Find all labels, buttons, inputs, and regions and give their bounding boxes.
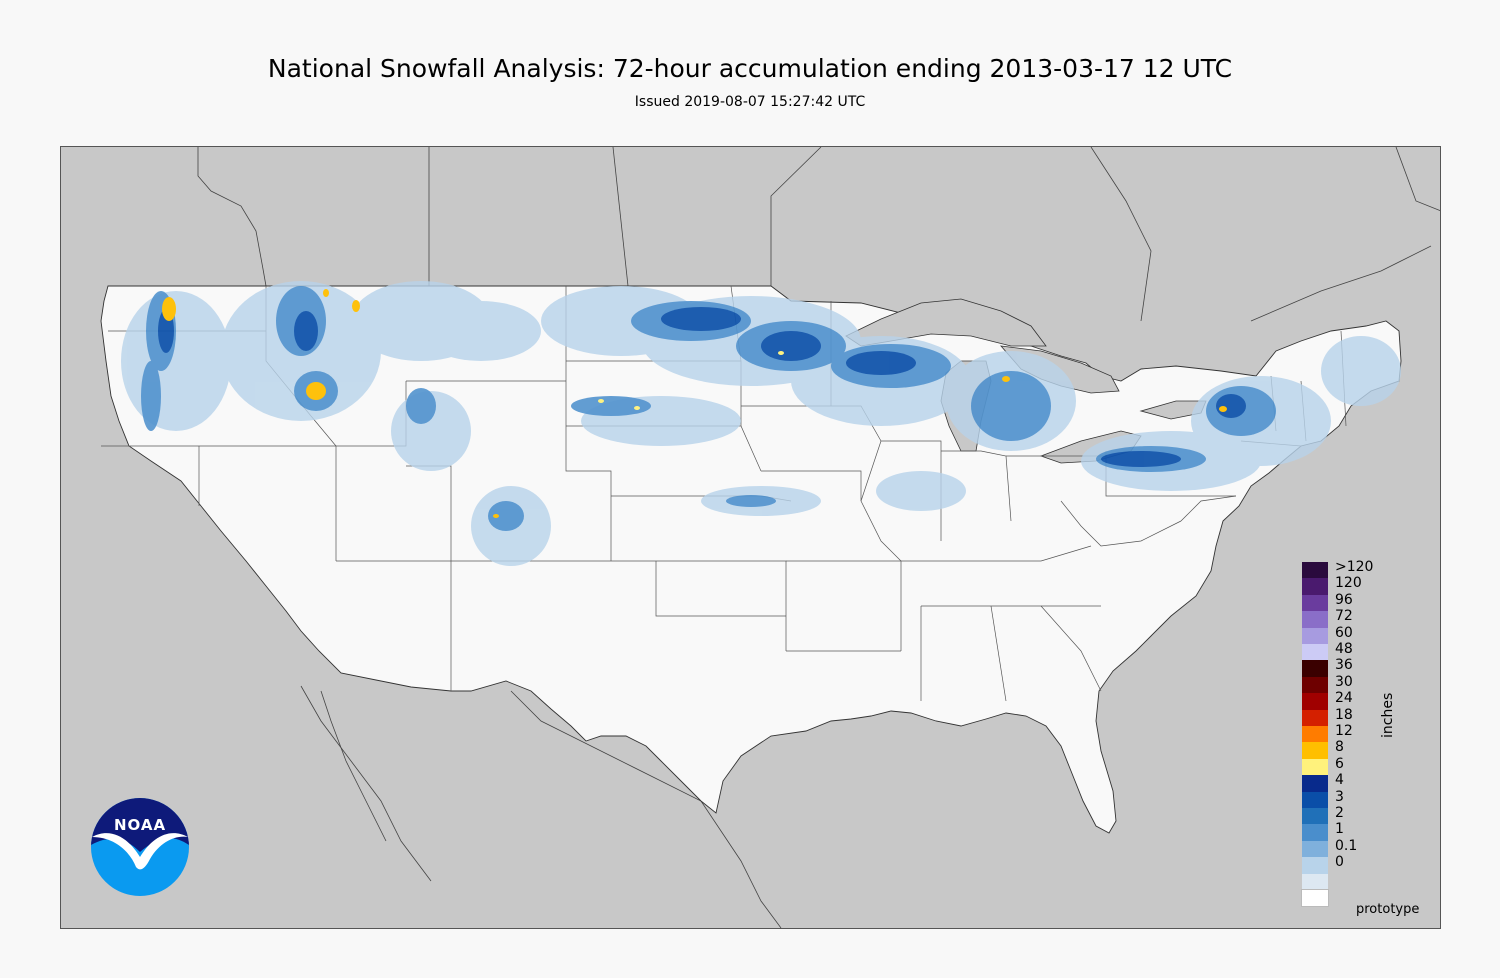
legend-label: 24 bbox=[1335, 690, 1353, 707]
legend-label: 60 bbox=[1335, 624, 1353, 641]
legend-label: 36 bbox=[1335, 657, 1353, 674]
legend-label: 96 bbox=[1335, 591, 1353, 608]
legend-label: 12 bbox=[1335, 723, 1353, 739]
legend-swatch bbox=[1302, 857, 1328, 874]
legend-swatch bbox=[1302, 726, 1328, 743]
legend-swatch bbox=[1302, 562, 1328, 579]
legend-label: 30 bbox=[1335, 673, 1353, 690]
legend-label: 48 bbox=[1335, 641, 1353, 657]
snowfall-map bbox=[100, 147, 1440, 928]
legend-swatch bbox=[1302, 693, 1328, 710]
snowfall-shading bbox=[121, 281, 1401, 566]
map-frame bbox=[60, 146, 1441, 929]
legend-swatch bbox=[1302, 578, 1328, 595]
legend-label: 2 bbox=[1335, 805, 1344, 821]
legend-swatch bbox=[1302, 644, 1328, 661]
legend-swatch bbox=[1302, 808, 1328, 825]
legend-swatch bbox=[1302, 676, 1328, 694]
legend-label: 18 bbox=[1335, 706, 1353, 723]
legend-swatch bbox=[1302, 824, 1328, 841]
map-subtitle: Issued 2019-08-07 15:27:42 UTC bbox=[634, 94, 866, 110]
legend-swatch bbox=[1301, 888, 1329, 908]
noaa-logo-text: NOAA bbox=[114, 816, 166, 834]
legend-label: 1 bbox=[1335, 821, 1344, 838]
neighbor-borders bbox=[197, 147, 1440, 928]
legend-label: 3 bbox=[1335, 788, 1344, 805]
legend-swatch bbox=[1302, 791, 1328, 808]
legend-swatch bbox=[1302, 660, 1328, 677]
noaa-logo: NOAA bbox=[91, 798, 189, 896]
legend-swatch bbox=[1302, 594, 1328, 612]
legend-swatch bbox=[1302, 758, 1328, 776]
legend-swatch bbox=[1302, 709, 1328, 726]
map-title: National Snowfall Analysis: 72-hour accu… bbox=[267, 54, 1233, 83]
footnote-label: prototype bbox=[1356, 902, 1420, 917]
legend-swatch bbox=[1302, 873, 1328, 890]
legend-label: 120 bbox=[1335, 575, 1362, 592]
legend-swatch bbox=[1302, 627, 1328, 644]
legend-swatch bbox=[1302, 611, 1328, 628]
legend-swatch bbox=[1302, 840, 1328, 858]
legend-units-label: inches bbox=[1380, 692, 1396, 738]
legend-label: 6 bbox=[1335, 755, 1344, 772]
legend-label: 72 bbox=[1335, 608, 1353, 625]
legend-label: 0.1 bbox=[1335, 837, 1358, 854]
legend-label: 8 bbox=[1335, 739, 1344, 756]
legend-swatch bbox=[1302, 742, 1328, 759]
legend-swatch bbox=[1302, 775, 1328, 792]
legend-label: >120 bbox=[1335, 559, 1374, 575]
legend-label: 0 bbox=[1335, 854, 1344, 871]
legend-label: 4 bbox=[1335, 772, 1344, 789]
